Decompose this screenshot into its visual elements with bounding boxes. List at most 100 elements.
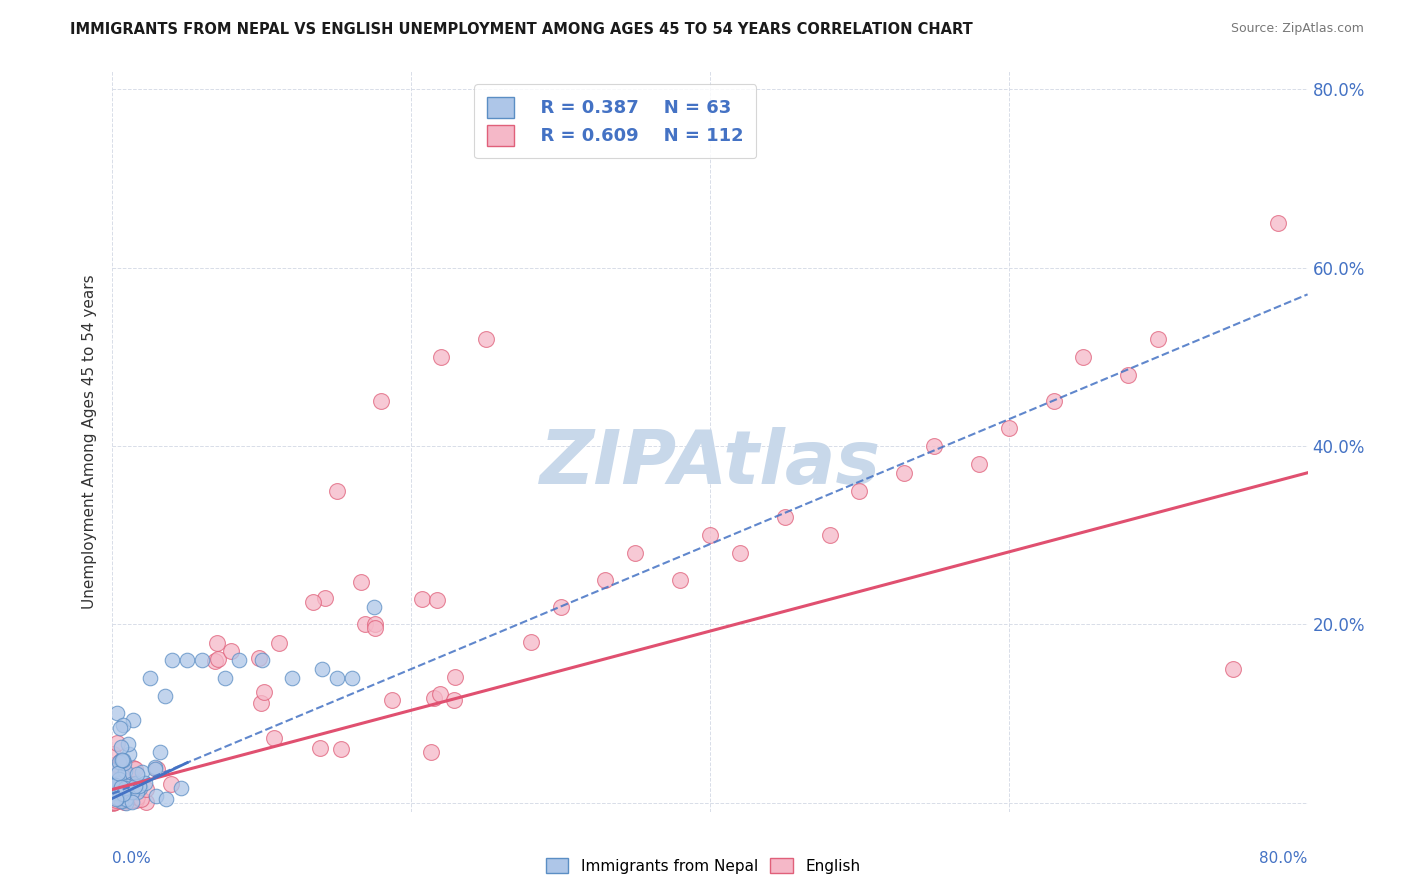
Point bbox=[115, 779, 138, 793]
Point bbox=[443, 693, 465, 707]
Point bbox=[103, 789, 125, 804]
Point bbox=[139, 671, 162, 685]
Point bbox=[443, 669, 465, 683]
Point bbox=[160, 777, 183, 791]
Point bbox=[423, 691, 446, 706]
Point bbox=[117, 787, 139, 801]
Point bbox=[263, 731, 285, 745]
Point bbox=[124, 776, 146, 790]
Point bbox=[103, 781, 125, 796]
Point bbox=[893, 466, 915, 480]
Point bbox=[115, 796, 138, 810]
Point bbox=[103, 794, 125, 808]
Point bbox=[325, 483, 347, 498]
Point bbox=[121, 783, 143, 797]
Point bbox=[125, 767, 148, 781]
Point bbox=[127, 789, 149, 804]
Point bbox=[121, 713, 143, 727]
Point bbox=[112, 787, 135, 801]
Point bbox=[311, 662, 333, 676]
Text: 0.0%: 0.0% bbox=[112, 851, 152, 865]
Point bbox=[103, 786, 125, 800]
Point bbox=[595, 573, 617, 587]
Point bbox=[149, 745, 172, 759]
Point bbox=[118, 768, 141, 782]
Point bbox=[475, 332, 498, 346]
Point bbox=[112, 772, 135, 787]
Point bbox=[110, 739, 132, 754]
Point bbox=[114, 792, 136, 806]
Point bbox=[143, 762, 166, 776]
Point bbox=[111, 777, 134, 791]
Point bbox=[114, 781, 136, 796]
Point bbox=[114, 793, 136, 807]
Point bbox=[624, 546, 647, 560]
Point bbox=[124, 762, 146, 776]
Point bbox=[350, 575, 373, 590]
Point bbox=[122, 780, 145, 795]
Point bbox=[381, 692, 404, 706]
Point bbox=[135, 782, 157, 797]
Point bbox=[103, 795, 125, 809]
Point bbox=[112, 718, 135, 732]
Point bbox=[818, 528, 841, 542]
Point bbox=[728, 546, 751, 560]
Point bbox=[162, 653, 183, 667]
Point bbox=[249, 696, 271, 710]
Point bbox=[104, 793, 127, 807]
Point bbox=[128, 780, 150, 795]
Point bbox=[114, 793, 136, 807]
Point bbox=[122, 783, 145, 797]
Point bbox=[107, 765, 129, 780]
Point bbox=[253, 685, 276, 699]
Point bbox=[105, 756, 128, 771]
Point bbox=[103, 780, 125, 795]
Text: Source: ZipAtlas.com: Source: ZipAtlas.com bbox=[1230, 22, 1364, 36]
Point bbox=[176, 653, 198, 667]
Point bbox=[520, 635, 543, 649]
Point bbox=[112, 786, 135, 800]
Point bbox=[104, 789, 127, 803]
Point bbox=[107, 772, 129, 786]
Point bbox=[145, 762, 167, 776]
Point bbox=[281, 671, 304, 685]
Point bbox=[108, 788, 131, 802]
Point bbox=[127, 784, 149, 798]
Point bbox=[103, 781, 125, 796]
Point bbox=[103, 789, 125, 804]
Point bbox=[117, 769, 139, 783]
Point bbox=[1267, 216, 1289, 230]
Point bbox=[848, 483, 870, 498]
Point bbox=[1042, 394, 1064, 409]
Point bbox=[302, 595, 325, 609]
Point bbox=[134, 776, 156, 790]
Point bbox=[121, 795, 143, 809]
Point bbox=[325, 671, 347, 685]
Point bbox=[214, 671, 236, 685]
Point bbox=[370, 394, 392, 409]
Point bbox=[108, 791, 131, 805]
Point bbox=[1222, 662, 1244, 676]
Point bbox=[364, 620, 387, 634]
Point bbox=[249, 651, 271, 665]
Point bbox=[207, 652, 229, 666]
Point bbox=[998, 421, 1021, 435]
Point bbox=[110, 780, 132, 794]
Point bbox=[103, 778, 125, 792]
Point bbox=[1118, 368, 1140, 382]
Point bbox=[110, 794, 132, 808]
Point bbox=[170, 781, 193, 796]
Point bbox=[131, 765, 153, 780]
Point bbox=[114, 764, 136, 778]
Point bbox=[110, 754, 132, 768]
Point bbox=[103, 794, 125, 808]
Point bbox=[111, 790, 134, 805]
Point bbox=[105, 791, 128, 805]
Point bbox=[111, 753, 134, 767]
Point bbox=[145, 759, 167, 773]
Point bbox=[121, 783, 143, 797]
Point bbox=[104, 778, 127, 792]
Point bbox=[112, 753, 135, 767]
Legend:   R = 0.387    N = 63,   R = 0.609    N = 112: R = 0.387 N = 63, R = 0.609 N = 112 bbox=[474, 84, 756, 158]
Point bbox=[112, 756, 135, 770]
